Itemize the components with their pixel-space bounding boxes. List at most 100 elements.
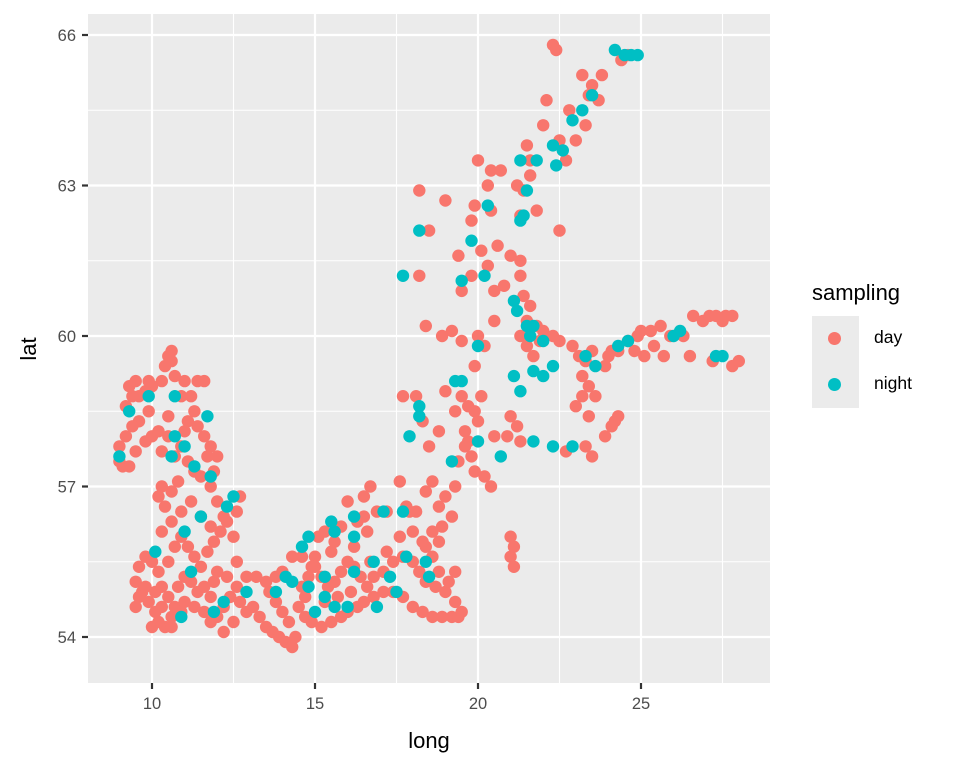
point-day — [422, 224, 436, 237]
point-day — [553, 334, 566, 348]
point-day — [299, 590, 312, 604]
point-day — [165, 485, 178, 498]
point-day — [168, 369, 181, 383]
point-day — [589, 390, 602, 403]
point-day — [396, 390, 410, 403]
point-day — [445, 324, 459, 338]
point-night — [328, 600, 341, 614]
point-day — [276, 605, 289, 619]
point-night — [149, 545, 162, 558]
point-day — [439, 385, 452, 398]
point-night — [537, 334, 550, 348]
point-day — [406, 600, 419, 614]
point-day — [471, 415, 485, 428]
point-day — [162, 555, 175, 568]
point-night — [608, 43, 622, 57]
point-day — [123, 460, 136, 473]
point-day — [449, 595, 462, 609]
point-day — [155, 374, 168, 388]
point-day — [305, 615, 318, 629]
point-day — [198, 374, 211, 388]
point-day — [181, 540, 195, 553]
point-day — [155, 480, 168, 493]
point-day — [432, 565, 446, 578]
point-day — [178, 374, 191, 388]
point-day — [537, 119, 550, 132]
point-day — [559, 154, 573, 167]
point-day — [465, 450, 478, 463]
point-night — [403, 430, 416, 443]
point-day — [517, 289, 530, 303]
point-night — [295, 540, 309, 553]
point-night — [308, 605, 322, 619]
y-axis-title: lat — [16, 337, 41, 360]
point-day — [204, 440, 217, 453]
y-tick-label: 54 — [58, 629, 76, 647]
point-day — [377, 585, 390, 599]
point-day — [478, 470, 491, 483]
point-night — [142, 390, 155, 403]
point-day — [308, 550, 322, 563]
point-day — [501, 430, 514, 443]
point-day — [129, 575, 142, 588]
point-night — [589, 359, 602, 373]
legend-item-day: day — [812, 316, 952, 362]
point-day — [113, 440, 126, 453]
point-day — [426, 610, 439, 624]
point-day — [230, 580, 243, 593]
point-night — [341, 600, 354, 614]
point-night — [207, 605, 221, 619]
point-day — [504, 410, 517, 423]
point-day — [286, 550, 299, 563]
point-day — [230, 555, 243, 568]
point-night — [188, 460, 201, 473]
y-axis: 54 57 60 63 66 — [58, 27, 88, 647]
point-day — [289, 630, 302, 644]
point-day — [142, 405, 155, 418]
point-day — [484, 164, 498, 177]
point-day — [449, 405, 462, 418]
point-day — [520, 339, 534, 353]
point-day — [227, 530, 240, 543]
point-day — [357, 595, 371, 609]
point-day — [149, 605, 162, 619]
point-day — [318, 525, 331, 538]
point-night — [449, 374, 462, 388]
point-day — [217, 625, 230, 639]
point-day — [481, 259, 494, 272]
point-day — [537, 324, 550, 338]
point-day — [579, 119, 592, 132]
point-night — [673, 324, 687, 338]
point-day — [687, 309, 700, 323]
point-night — [422, 570, 436, 583]
point-day — [413, 269, 426, 282]
point-day — [380, 545, 393, 558]
point-day — [468, 359, 481, 373]
point-day — [142, 374, 155, 388]
point-day — [302, 570, 315, 583]
point-day — [510, 420, 524, 433]
point-day — [211, 495, 224, 508]
point-day — [419, 319, 432, 333]
point-day — [475, 390, 488, 403]
point-day — [576, 390, 589, 403]
legend-key-background — [812, 316, 859, 408]
point-day — [582, 380, 595, 393]
point-night — [507, 294, 521, 308]
point-night — [546, 139, 560, 152]
point-night — [220, 500, 234, 513]
point-day — [259, 575, 273, 588]
point-day — [227, 615, 240, 629]
point-day — [188, 405, 201, 418]
point-day — [468, 405, 481, 418]
point-day — [726, 309, 739, 323]
point-day — [393, 530, 406, 543]
point-day — [178, 595, 191, 609]
point-night — [400, 550, 413, 563]
point-night — [546, 359, 560, 373]
point-night — [507, 369, 521, 383]
point-day — [416, 605, 429, 619]
point-day — [175, 505, 188, 518]
point-day — [295, 550, 309, 563]
